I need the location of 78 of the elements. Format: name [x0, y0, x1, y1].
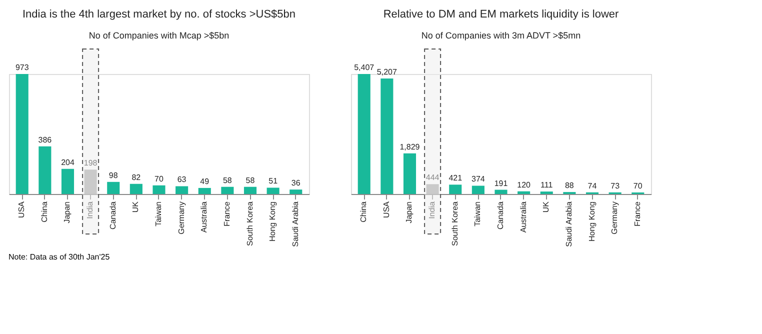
bar: [358, 74, 370, 194]
x-tick-label: France: [222, 200, 232, 226]
x-tick-label: France: [632, 200, 642, 226]
x-tick-label: Japan: [404, 202, 414, 224]
bar: [198, 188, 211, 194]
chart-subtitle: No of Companies with Mcap >$5bn: [88, 30, 230, 40]
data-label: 191: [494, 178, 508, 188]
x-tick-label: Canada: [108, 200, 118, 230]
data-label: 973: [15, 63, 30, 72]
data-label: 88: [564, 181, 574, 190]
data-label: 98: [108, 170, 118, 180]
bar: [152, 185, 166, 194]
chart-title: India is the 4th largest market by no. of stocks >US$5bn: [22, 8, 296, 20]
bar: [290, 190, 302, 194]
bar: [266, 188, 280, 194]
x-tick-label: India: [428, 200, 437, 219]
bar: [518, 191, 530, 194]
data-label: 70: [154, 174, 164, 184]
bar: [130, 184, 142, 194]
bar: [84, 170, 97, 194]
chart-subtitle: No of Companies with 3m ADVT >$5mn: [421, 30, 581, 40]
data-label: 36: [291, 178, 301, 188]
data-label: 63: [177, 175, 187, 184]
x-tick-label: China: [40, 200, 49, 222]
x-tick-label: South Korea: [245, 200, 254, 246]
data-label: 73: [610, 181, 620, 190]
data-label: 421: [448, 174, 463, 183]
bar: [494, 190, 508, 194]
x-tick-label: Taiwan: [473, 202, 482, 226]
x-tick-label: USA: [382, 200, 391, 218]
bar: [403, 153, 416, 194]
chart-title: Relative to DM and EM markets liquidity is lower: [383, 8, 620, 20]
data-label: 49: [200, 176, 210, 186]
data-label: 386: [38, 135, 52, 144]
x-tick-label: Hong Kong: [587, 202, 596, 242]
data-label: 111: [540, 180, 554, 190]
bar: [472, 186, 484, 194]
bar: [61, 168, 74, 194]
x-tick-label: Australia: [518, 200, 528, 233]
x-tick-label: Australia: [200, 200, 209, 233]
bar: [38, 146, 52, 194]
data-label: 58: [246, 176, 256, 185]
data-label: 204: [61, 158, 75, 167]
x-tick-label: Germany: [610, 202, 620, 234]
data-label: 444: [426, 173, 440, 182]
data-label: 5,207: [376, 67, 398, 76]
text: Note: Data as of 30th Jan'25: [8, 252, 110, 262]
bar: [426, 184, 439, 194]
x-tick-label: Canada: [496, 200, 505, 230]
data-label: 51: [268, 176, 278, 186]
data-label: 70: [633, 181, 643, 190]
x-tick-label: UK: [542, 200, 551, 213]
bar: [244, 186, 257, 194]
bar: [221, 186, 234, 194]
x-tick-label: Taiwan: [154, 202, 163, 226]
data-label: 58: [222, 176, 232, 185]
data-label: 198: [84, 158, 98, 168]
x-tick-label: Saudi Arabia: [564, 200, 574, 247]
x-tick-label: China: [359, 200, 368, 222]
x-tick-label: Hong Kong: [268, 202, 278, 242]
data-label: 82: [132, 172, 142, 182]
data-label: 374: [472, 174, 486, 184]
x-tick-label: South Korea: [450, 200, 460, 246]
bar: [449, 184, 462, 194]
data-label: 1,829: [400, 142, 420, 152]
bar: [16, 74, 28, 194]
data-label: 5,407: [354, 63, 375, 72]
x-tick-label: Germany: [176, 202, 186, 234]
bar: [380, 78, 394, 194]
data-label: 120: [517, 180, 532, 190]
data-label: 74: [588, 181, 598, 190]
x-tick-label: Saudi Arabia: [290, 200, 300, 247]
x-tick-label: Japan: [62, 202, 72, 224]
x-tick-label: India: [86, 200, 95, 219]
bar: [107, 182, 120, 194]
x-tick-label: UK: [131, 200, 140, 213]
bar: [176, 186, 188, 194]
x-tick-label: USA: [17, 200, 26, 218]
